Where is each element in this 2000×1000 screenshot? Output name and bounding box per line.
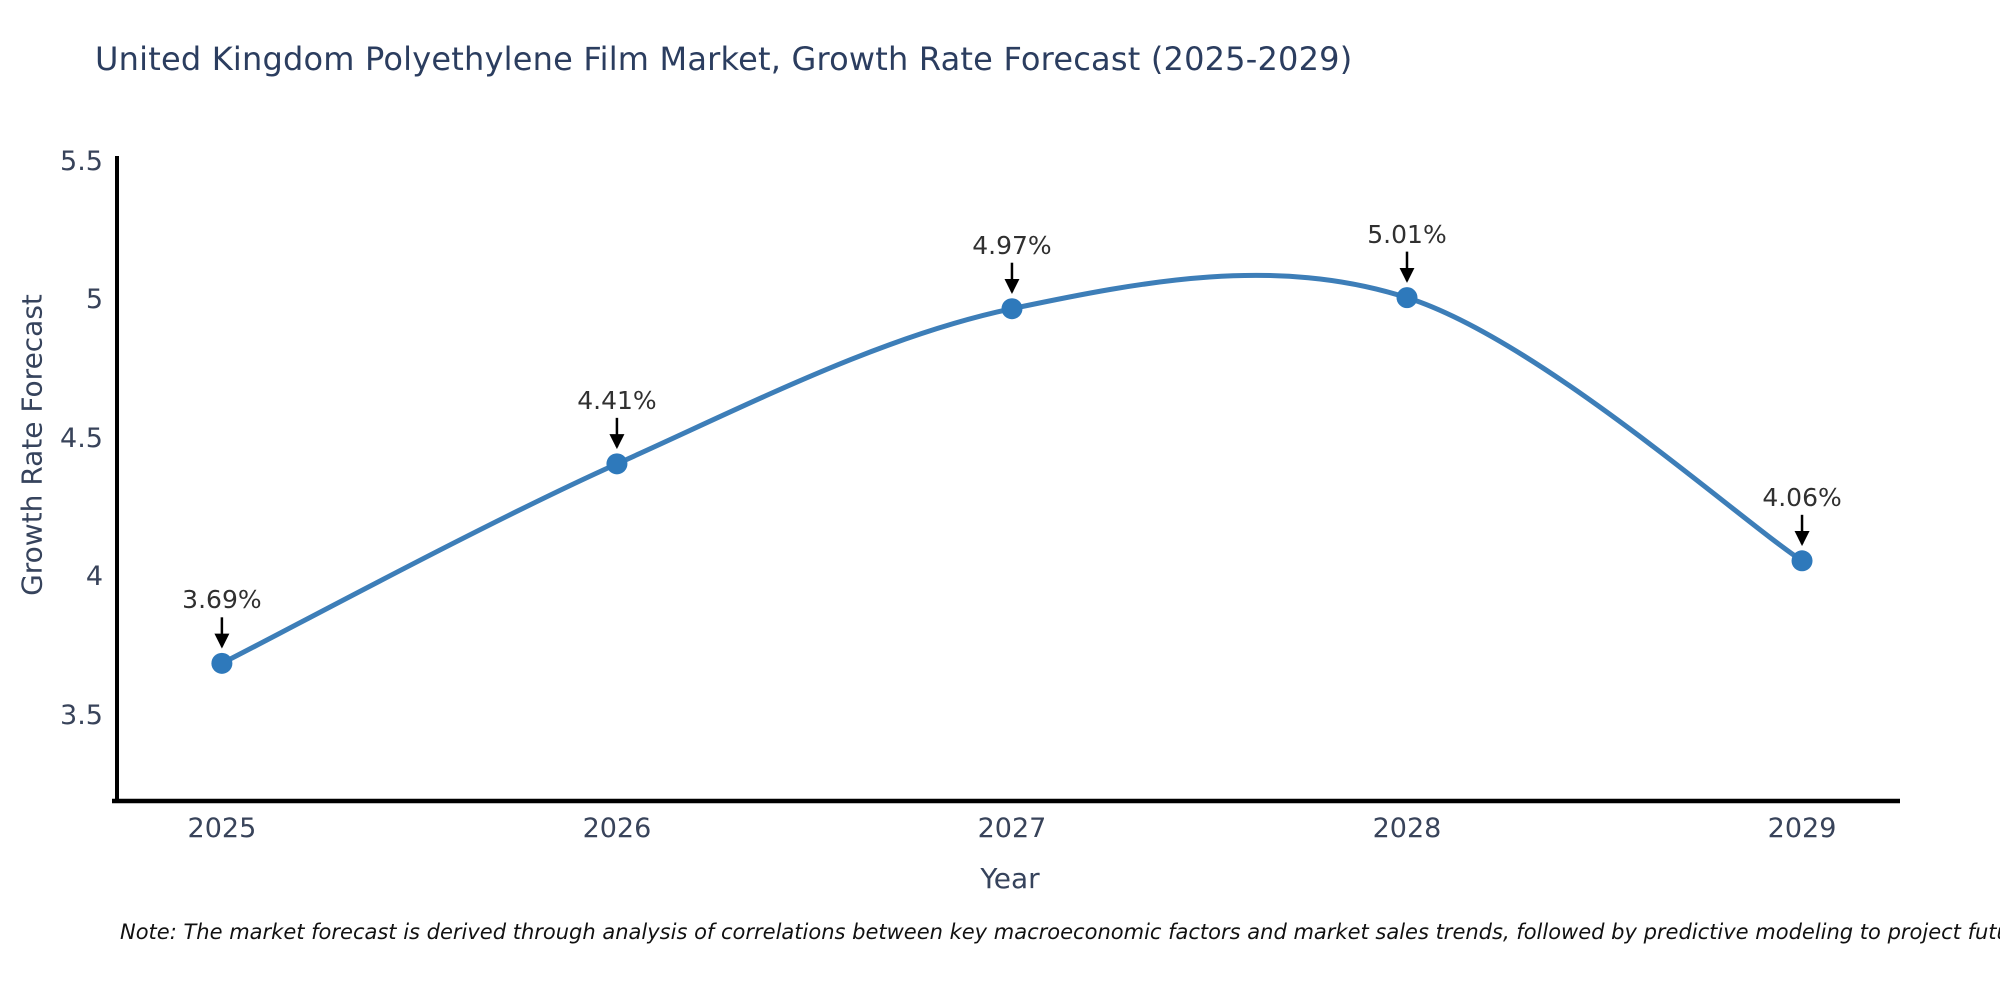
y-tick-label: 5 [85, 284, 103, 316]
footnote: Note: The market forecast is derived thr… [120, 920, 2000, 944]
data-point-label: 5.01% [1367, 219, 1447, 249]
data-point-marker [1001, 298, 1023, 320]
y-tick-label: 5.5 [60, 145, 103, 177]
data-point-marker [211, 652, 233, 674]
chart-title: United Kingdom Polyethylene Film Market,… [95, 40, 1353, 78]
data-point-marker [1791, 550, 1813, 572]
x-axis-title: Year [980, 862, 1040, 895]
forecast-line [219, 272, 1805, 666]
data-point-label: 3.69% [182, 585, 262, 615]
data-point-label: 4.41% [577, 385, 657, 415]
x-tick-label: 2029 [1767, 813, 1837, 844]
data-point-label: 4.97% [972, 230, 1052, 260]
x-tick-label: 2025 [187, 813, 257, 844]
y-tick-label: 4.5 [60, 422, 103, 454]
data-point-marker [1396, 287, 1418, 309]
y-tick-label: 3.5 [60, 699, 103, 731]
y-tick-label: 4 [85, 561, 103, 593]
axes [112, 156, 1900, 804]
x-tick-label: 2026 [582, 813, 652, 844]
data-point-marker [606, 453, 628, 475]
line-series [211, 272, 1813, 674]
data-point-label: 4.06% [1762, 482, 1842, 512]
annotation-arrows [214, 251, 1810, 649]
x-tick-label: 2027 [977, 813, 1047, 844]
x-tick-label: 2028 [1372, 813, 1442, 844]
